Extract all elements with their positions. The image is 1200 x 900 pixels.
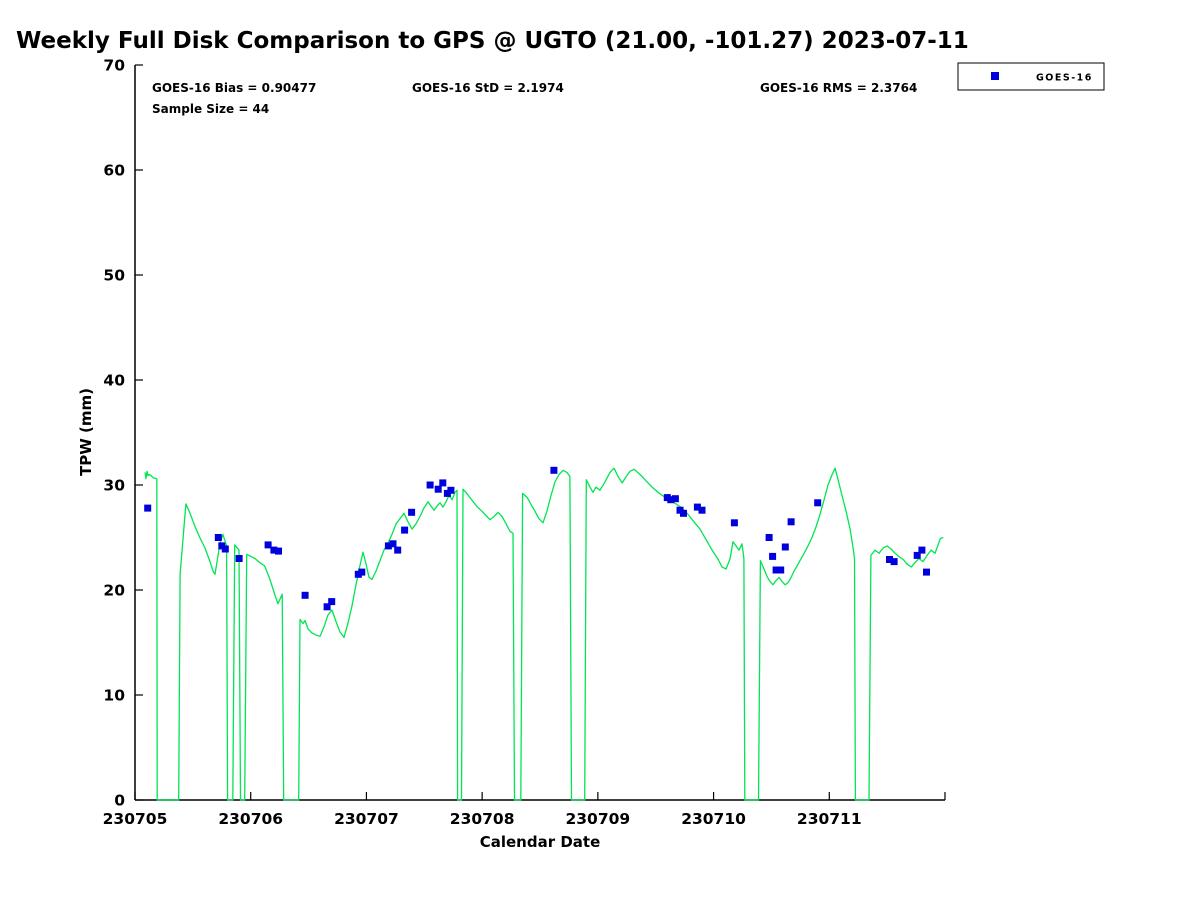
goes16-marker bbox=[698, 506, 706, 514]
goes16-marker bbox=[408, 508, 416, 516]
chart-title: Weekly Full Disk Comparison to GPS @ UGT… bbox=[16, 28, 969, 54]
goes16-marker bbox=[221, 545, 229, 553]
x-axis-label: Calendar Date bbox=[480, 833, 601, 851]
y-tick-label: 10 bbox=[103, 687, 125, 705]
x-tick-label: 230706 bbox=[218, 810, 283, 828]
x-tick-label: 230711 bbox=[797, 810, 862, 828]
legend-entry-label: GOES-16 bbox=[1036, 73, 1093, 84]
annotation-rms: GOES-16 RMS = 2.3764 bbox=[760, 81, 917, 95]
goes16-marker bbox=[323, 603, 331, 611]
plot-area: 230705 230706 230707 230708 230709 230710 2307… bbox=[103, 57, 946, 828]
goes16-marker bbox=[401, 526, 409, 534]
legend: GOES-16 bbox=[957, 62, 1105, 91]
goes16-marker bbox=[772, 566, 780, 574]
goes16-marker bbox=[671, 495, 679, 503]
goes16-marker bbox=[328, 598, 336, 606]
y-tick-label: 50 bbox=[103, 267, 125, 285]
goes16-marker bbox=[886, 556, 893, 563]
goes16-marker bbox=[667, 496, 675, 504]
goes16-marker bbox=[275, 547, 282, 555]
goes16-marker bbox=[918, 546, 926, 554]
annotation-sample-size: Sample Size = 44 bbox=[152, 102, 269, 116]
y-tick-label: 60 bbox=[103, 162, 125, 180]
annotation-std: GOES-16 StD = 2.1974 bbox=[412, 81, 564, 95]
goes16-marker bbox=[777, 566, 785, 574]
goes16-marker bbox=[270, 546, 278, 554]
y-axis-label: TPW (mm) bbox=[77, 388, 95, 476]
legend-marker-square-icon bbox=[991, 72, 999, 80]
x-tick-label: 230710 bbox=[681, 810, 746, 828]
annotation-bias: GOES-16 Bias = 0.90477 bbox=[152, 81, 316, 95]
goes16-marker bbox=[264, 541, 272, 549]
y-tick-label: 30 bbox=[103, 477, 125, 495]
goes16-marker bbox=[144, 504, 152, 512]
goes16-marker bbox=[358, 568, 366, 576]
goes16-marker bbox=[394, 546, 402, 554]
legend-box bbox=[957, 62, 1105, 91]
goes16-marker bbox=[913, 551, 921, 559]
goes16-marker bbox=[301, 591, 309, 599]
gps-line-series bbox=[144, 467, 944, 801]
goes16-marker bbox=[447, 486, 455, 494]
goes16-marker bbox=[890, 558, 898, 566]
y-tick-label: 0 bbox=[114, 792, 125, 810]
y-tick-label: 40 bbox=[103, 372, 125, 390]
goes16-marker bbox=[389, 540, 397, 548]
goes16-marker bbox=[434, 485, 442, 493]
goes16-marker bbox=[923, 568, 930, 576]
x-tick-label: 230705 bbox=[103, 810, 168, 828]
x-tick-label: 230707 bbox=[334, 810, 399, 828]
goes16-marker bbox=[426, 481, 434, 489]
goes16-marker bbox=[787, 518, 795, 526]
x-tick-label: 230709 bbox=[565, 810, 630, 828]
goes16-marker bbox=[781, 543, 789, 551]
goes16-marker bbox=[769, 552, 777, 560]
goes16-marker bbox=[384, 542, 392, 550]
y-tick-label: 20 bbox=[103, 582, 125, 600]
x-tick-label: 230708 bbox=[450, 810, 515, 828]
goes16-marker bbox=[693, 503, 701, 511]
goes16-marker bbox=[550, 466, 558, 474]
goes16-marker bbox=[765, 534, 773, 541]
goes16-marker bbox=[730, 519, 738, 527]
goes16-marker bbox=[680, 509, 687, 517]
goes16-marker bbox=[814, 499, 822, 507]
goes16-marker bbox=[439, 479, 447, 487]
goes16-marker bbox=[235, 555, 243, 562]
y-tick-label: 70 bbox=[103, 57, 125, 75]
goes16-marker bbox=[214, 534, 222, 541]
